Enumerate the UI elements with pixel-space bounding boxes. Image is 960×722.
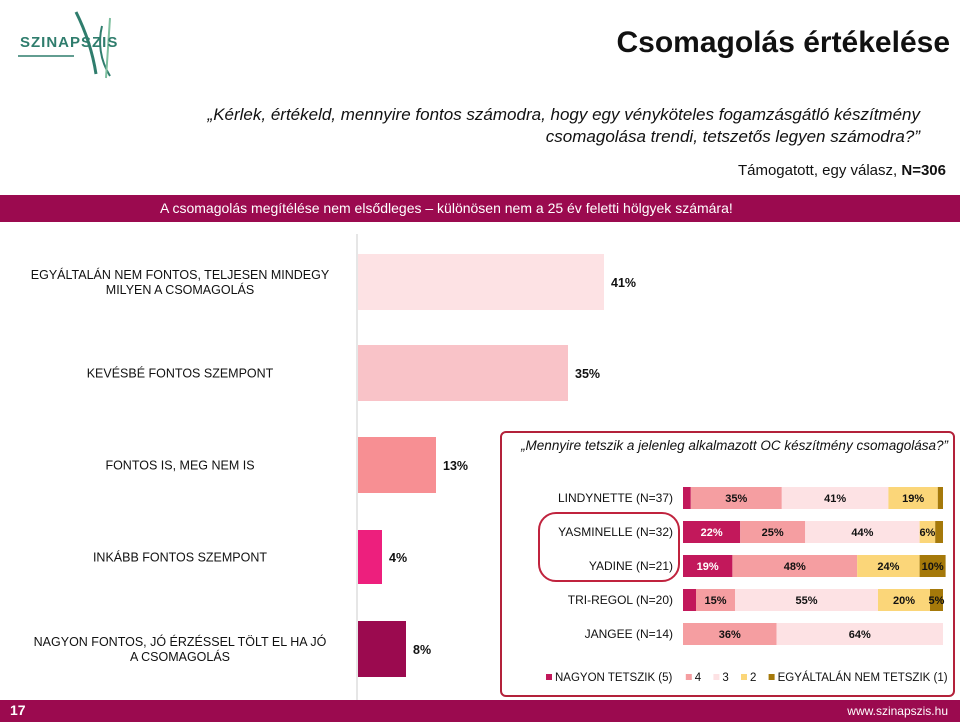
- footer-bar: 17 www.szinapszis.hu: [0, 700, 960, 722]
- bar-4: [358, 621, 406, 677]
- importance-bar-chart: 41% EGYÁLTALÁN NEM FONTOS, TELJESEN MINDE…: [31, 234, 636, 700]
- category-label: KEVÉSBÉ FONTOS SZEMPONT: [87, 365, 274, 380]
- website-link[interactable]: www.szinapszis.hu: [847, 704, 948, 718]
- stack-segment: [937, 487, 943, 509]
- category-label: FONTOS IS, MEG NEM IS: [105, 458, 254, 472]
- stack-segment: [696, 589, 735, 611]
- category-label: INKÁBB FONTOS SZEMPONT: [93, 549, 267, 564]
- category-label: EGYÁLTALÁN NEM FONTOS, TELJESEN MINDEGY M…: [31, 267, 330, 297]
- stack-segment: [690, 487, 782, 509]
- segment-label: 36%: [719, 629, 741, 641]
- segment-label: 10%: [922, 561, 944, 573]
- legend-label: NAGYON TETSZIK (5): [555, 672, 673, 684]
- segment-label: 44%: [851, 527, 873, 539]
- page-title: Csomagolás értékelése: [616, 26, 950, 59]
- stack-segment: [683, 623, 777, 645]
- segment-label: 22%: [701, 527, 723, 539]
- stack-segment: [683, 521, 741, 543]
- segment-label: 15%: [704, 595, 726, 607]
- legend-swatch: [685, 674, 692, 680]
- survey-question: „Kérlek, értékeld, mennyire fontos számo…: [160, 104, 920, 148]
- stack-segment: [740, 521, 806, 543]
- stack-segment: [878, 589, 930, 611]
- stack-segment: [919, 521, 936, 543]
- legend-label: 4: [695, 672, 702, 684]
- stack-segment: [735, 589, 878, 611]
- category-label: NAGYON FONTOS, JÓ ÉRZÉSSEL TÖLT EL HA JÓ…: [34, 634, 327, 664]
- segment-label: 19%: [697, 561, 719, 573]
- stack-segment: [683, 589, 696, 611]
- legend-swatch: [713, 674, 720, 680]
- banner-text: A csomagolás megítélése nem elsődleges –…: [160, 200, 733, 216]
- inset-chart-title: „Mennyire tetszik a jelenleg alkalmazott…: [521, 438, 948, 453]
- segment-label: 6%: [919, 527, 935, 539]
- stack-segment: [935, 521, 943, 543]
- bar-value-label: 35%: [575, 367, 600, 381]
- segment-label: 20%: [893, 595, 915, 607]
- brand-label: YADINE (N=21): [589, 559, 673, 573]
- segment-label: 64%: [849, 629, 871, 641]
- legend-swatch: [741, 674, 747, 680]
- sample-size: N=306: [901, 162, 946, 179]
- bar-value-label: 4%: [389, 551, 407, 565]
- question-line-2: csomagolása trendi, tetszetős legyen szá…: [545, 127, 920, 146]
- segment-label: 35%: [725, 493, 747, 505]
- legend-swatch: [546, 674, 552, 680]
- bar-0: [358, 254, 604, 310]
- stack-segment: [919, 555, 946, 577]
- stack-segment: [857, 555, 920, 577]
- brand-label: JANGEE (N=14): [585, 627, 673, 641]
- segment-label: 5%: [929, 595, 945, 607]
- legend-label: 2: [750, 672, 756, 684]
- segment-label: 19%: [902, 493, 924, 505]
- legend-swatch: [768, 674, 775, 680]
- segment-label: 41%: [824, 493, 846, 505]
- stack-segment: [683, 487, 691, 509]
- brand-label: TRI-REGOL (N=20): [568, 593, 673, 607]
- stack-segment: [776, 623, 943, 645]
- logo-text: SZINAPSZIS: [20, 34, 119, 51]
- sample-note-prefix: Támogatott, egy válasz,: [737, 162, 898, 179]
- stack-segment: [930, 589, 943, 611]
- highlight-ellipse: [538, 512, 680, 582]
- bar-value-label: 8%: [413, 643, 431, 657]
- sample-note: Támogatott, egy válasz, N=306: [738, 162, 946, 179]
- question-line-1: „Kérlek, értékeld, mennyire fontos számo…: [207, 105, 920, 124]
- bar-3: [358, 530, 382, 584]
- inset-chart-frame: [500, 431, 955, 697]
- legend-label: 3: [722, 672, 728, 684]
- szinapszis-logo: [18, 11, 111, 79]
- brand-label: YASMINELLE (N=32): [558, 525, 673, 539]
- brand-liking-stacked-chart: LINDYNETTE (N=37) 35% 41% 19%YASMINELLE (N=…: [546, 487, 948, 684]
- segment-label: 24%: [877, 561, 899, 573]
- bar-value-label: 13%: [443, 459, 468, 473]
- page-number: 17: [10, 702, 26, 718]
- segment-label: 25%: [762, 527, 784, 539]
- stack-segment: [781, 487, 889, 509]
- stack-segment: [888, 487, 938, 509]
- legend-label: EGYÁLTALÁN NEM TETSZIK (1): [778, 671, 948, 684]
- stack-segment: [805, 521, 920, 543]
- stack-segment: [683, 555, 733, 577]
- bar-1: [358, 345, 568, 401]
- bar-2: [358, 437, 436, 493]
- key-finding-banner: A csomagolás megítélése nem elsődleges –…: [0, 195, 960, 222]
- brand-label: LINDYNETTE (N=37): [558, 491, 673, 505]
- segment-label: 55%: [795, 595, 817, 607]
- segment-label: 48%: [784, 561, 806, 573]
- bar-value-label: 41%: [611, 276, 636, 290]
- stack-segment: [732, 555, 858, 577]
